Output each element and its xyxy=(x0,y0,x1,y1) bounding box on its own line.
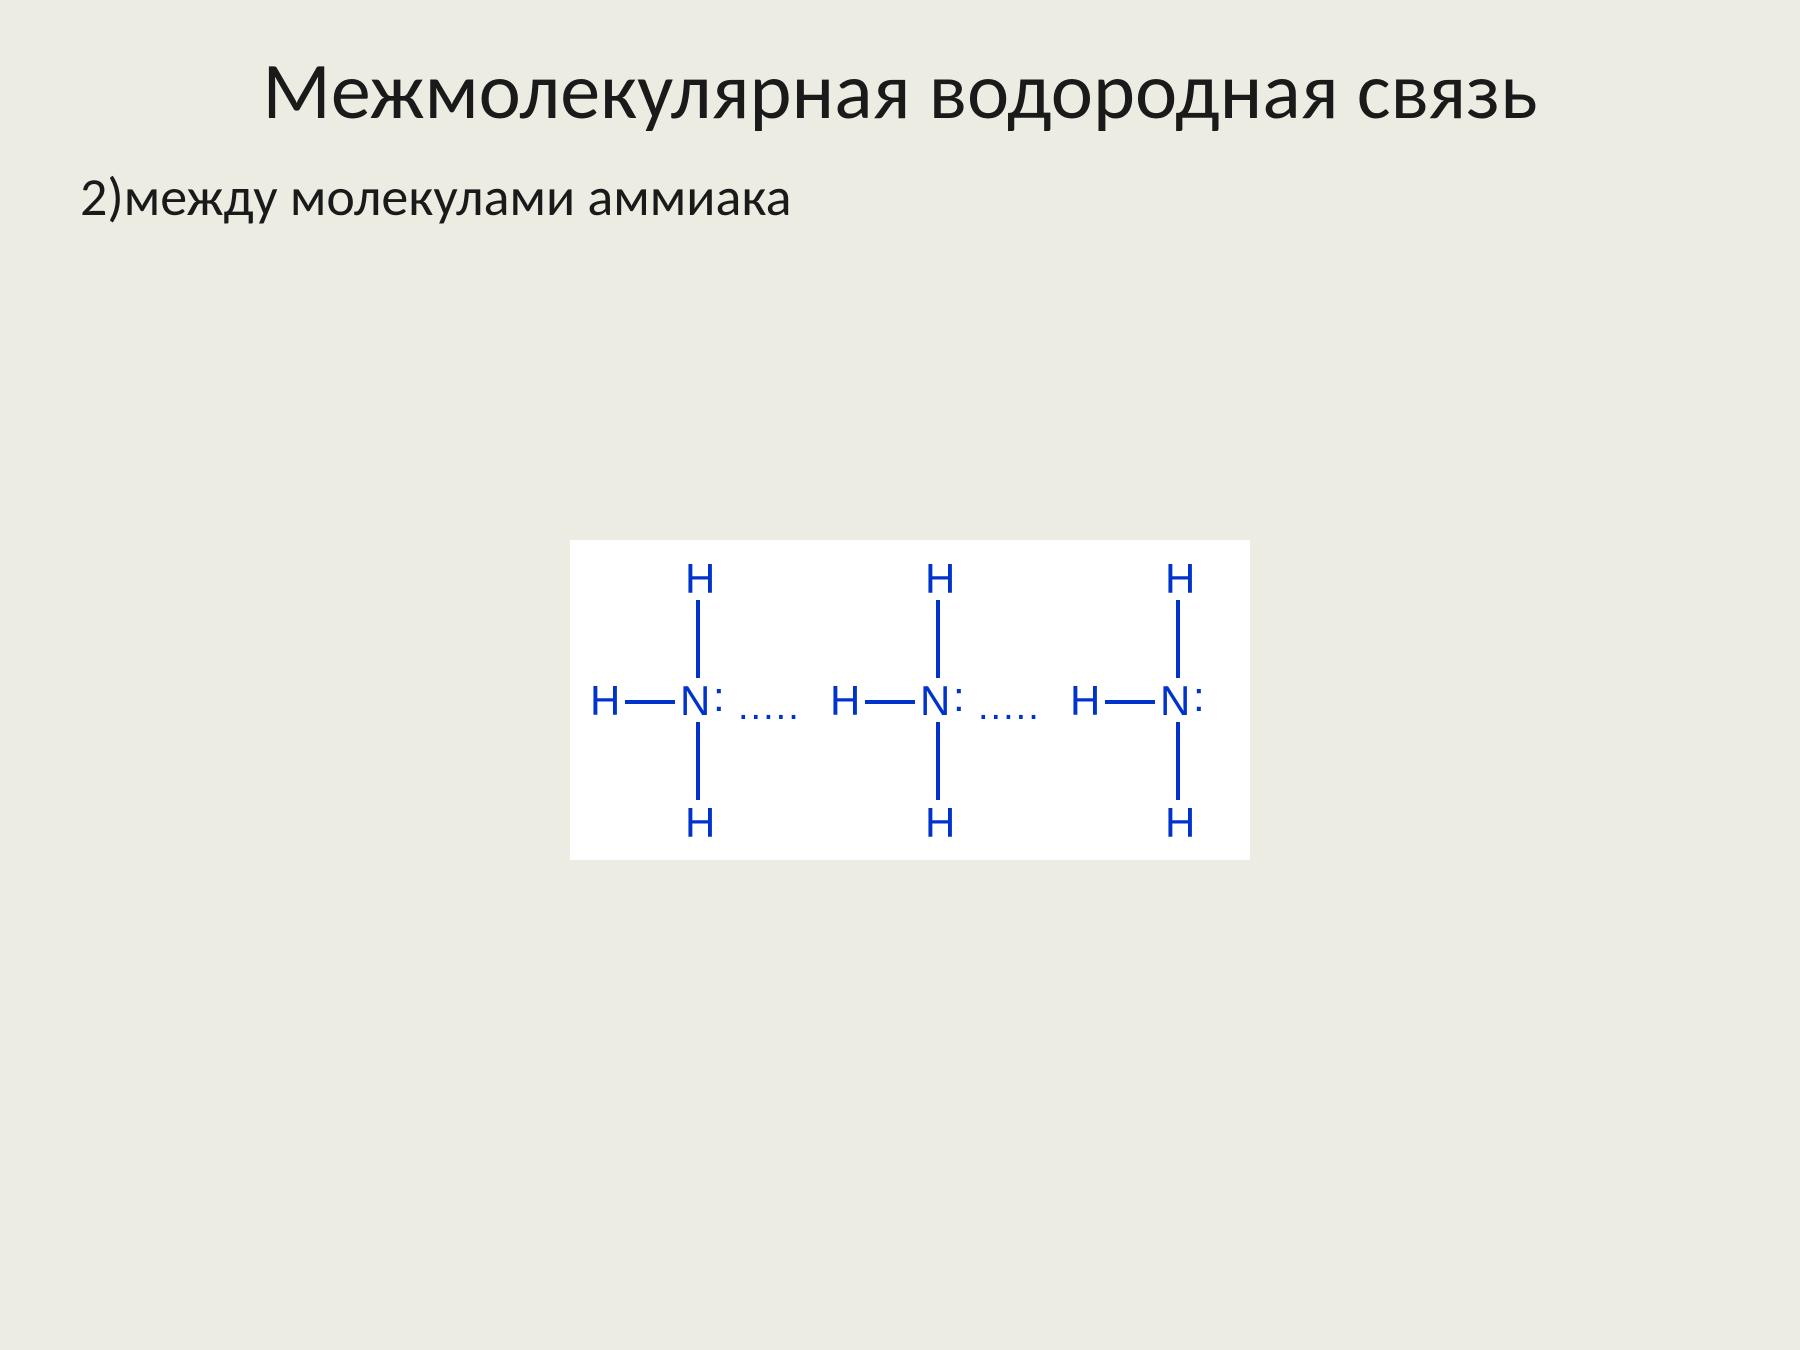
lone-pair: : xyxy=(1193,676,1205,718)
atom-h: H xyxy=(685,802,715,844)
covalent-bond xyxy=(696,722,700,800)
covalent-bond xyxy=(1176,722,1180,800)
covalent-bond xyxy=(625,700,675,704)
covalent-bond xyxy=(865,700,915,704)
covalent-bond xyxy=(1176,600,1180,678)
hydrogen-bond: ..... xyxy=(738,688,801,726)
atom-h: H xyxy=(1070,680,1100,722)
lone-pair: : xyxy=(953,676,965,718)
covalent-bond xyxy=(936,600,940,678)
hydrogen-bond: ..... xyxy=(978,688,1041,726)
slide-title: Межмолекулярная водородная связь xyxy=(0,0,1800,144)
atom-h: H xyxy=(590,680,620,722)
atom-h: H xyxy=(685,558,715,600)
atom-h: H xyxy=(925,802,955,844)
chemical-diagram: H H N H: H H N H: H H N H:.......... xyxy=(570,540,1250,860)
atom-h: H xyxy=(1165,558,1195,600)
slide-subtitle: 2)между молекулами аммиака xyxy=(0,144,1800,230)
atom-n: N xyxy=(920,680,950,722)
diagram-area: H H N H: H H N H: H H N H:.......... xyxy=(570,540,1250,860)
atom-n: N xyxy=(1160,680,1190,722)
atom-h: H xyxy=(830,680,860,722)
lone-pair: : xyxy=(713,676,725,718)
covalent-bond xyxy=(936,722,940,800)
covalent-bond xyxy=(696,600,700,678)
covalent-bond xyxy=(1105,700,1155,704)
atom-h: H xyxy=(1165,802,1195,844)
atom-h: H xyxy=(925,558,955,600)
atom-n: N xyxy=(680,680,710,722)
